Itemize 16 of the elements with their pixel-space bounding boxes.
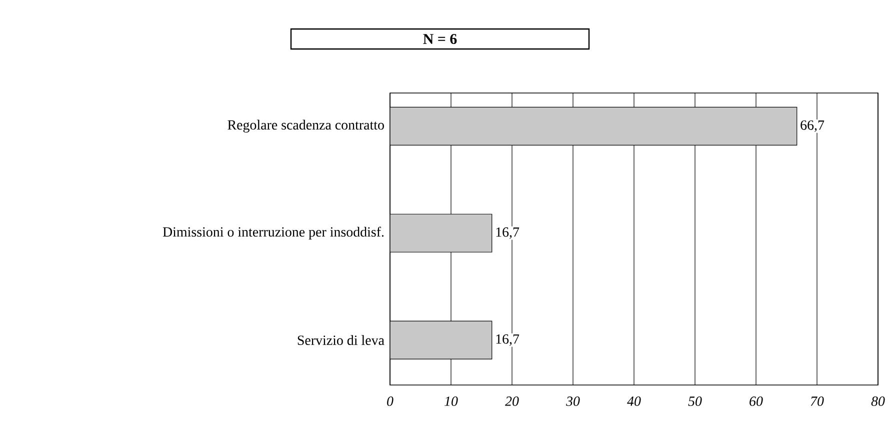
data-label: 66,7 — [800, 120, 824, 132]
data-label: 16,7 — [496, 227, 520, 239]
x-tick-label: 0 — [387, 396, 394, 406]
x-tick-label: 50 — [688, 396, 702, 406]
x-tick-label: 60 — [750, 396, 763, 406]
x-tick-label: 30 — [566, 396, 580, 406]
y-tick-label: Dimissioni o interruzione per insoddisf. — [162, 226, 384, 240]
x-tick-label: 10 — [444, 396, 458, 406]
data-label: 16,7 — [496, 334, 520, 346]
x-tick-label: 40 — [627, 396, 641, 406]
chart-title: N = 6 — [423, 34, 457, 44]
y-tick-label: Servizio di leva — [298, 335, 384, 345]
x-tick-label: 70 — [810, 396, 824, 406]
x-tick-label: 20 — [505, 396, 519, 406]
x-tick-label: 80 — [871, 396, 885, 406]
y-tick-label: Regolare scadenza contratto — [228, 120, 384, 133]
